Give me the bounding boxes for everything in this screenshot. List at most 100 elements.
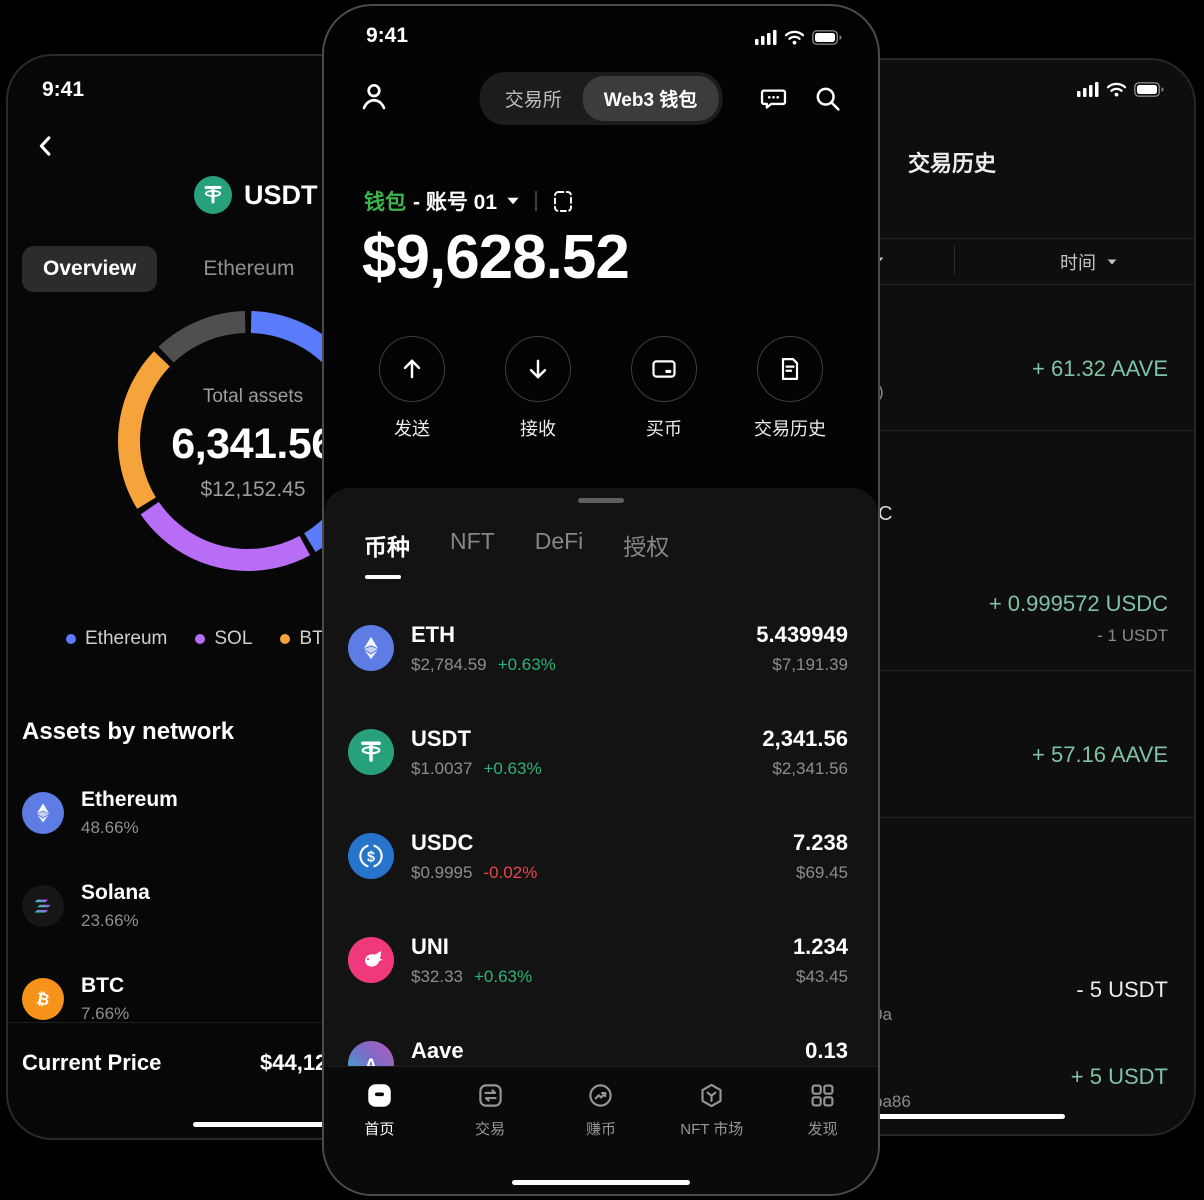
- arrow-up-icon: [379, 336, 445, 402]
- tx-amount[interactable]: + 0.999572 USDC: [988, 591, 1168, 616]
- nav-home[interactable]: 首页: [347, 1082, 411, 1139]
- total-assets-fiat: $12,152.45: [200, 478, 306, 501]
- home-indicator[interactable]: [193, 1122, 379, 1127]
- wallet-account-selector[interactable]: 钱包 - 账号 01: [364, 186, 575, 216]
- token-change: +0.63%: [497, 654, 556, 674]
- divider: [622, 670, 1194, 671]
- token-list: ETH $2,784.59 +0.63% 5.439949 $7,191.39 US…: [324, 596, 878, 1116]
- network-row-btc[interactable]: ₿ BTC 7.66%: [8, 952, 564, 1045]
- total-assets-value: 6,341.56: [171, 420, 335, 468]
- token-row-usdt[interactable]: USDT $1.0037 +0.63% 2,341.56 $2,341.56: [324, 700, 878, 804]
- network-pct: 7.66%: [81, 1003, 130, 1023]
- token-price: $1.0037: [411, 758, 473, 778]
- network-row-ethereum[interactable]: Ethereum 48.66%: [8, 766, 564, 859]
- tab-ethereum[interactable]: Ethereum: [203, 257, 295, 280]
- btc-icon: ₿: [22, 977, 64, 1020]
- tab-coins[interactable]: 币种: [364, 528, 410, 579]
- discover-icon: [811, 1084, 834, 1107]
- status-icons: [755, 30, 842, 45]
- status-time: 9:41: [42, 78, 85, 101]
- chevron-down-icon: [507, 197, 519, 205]
- token-amount: 1.234: [792, 933, 848, 959]
- legend-dot-blue: [66, 634, 76, 644]
- network-name: BTC: [81, 973, 125, 997]
- token-row-eth[interactable]: ETH $2,784.59 +0.63% 5.439949 $7,191.39: [324, 596, 878, 700]
- token-change: +0.63%: [474, 966, 533, 986]
- token-amount: 7.238: [792, 829, 848, 855]
- usdt-icon: [348, 729, 394, 775]
- divider: [622, 817, 1194, 818]
- time-filter-button[interactable]: 时间: [1060, 249, 1119, 275]
- divider: [622, 430, 1194, 431]
- tx-label-fragment: ): [878, 382, 884, 401]
- page-title: 交易历史: [908, 151, 997, 176]
- asset-sheet: 币种 NFT DeFi 授权 ETH $2,784.59 +0.63% 5.439…: [324, 488, 878, 1194]
- wallet-label: 钱包: [364, 191, 406, 214]
- network-row-solana[interactable]: Solana 23.66%: [8, 859, 564, 952]
- tab-defi[interactable]: DeFi: [534, 528, 584, 554]
- back-icon[interactable]: [32, 132, 60, 160]
- coin-name: USDT: [244, 179, 318, 210]
- account-label: - 账号 01: [413, 191, 498, 214]
- divider: [535, 191, 538, 211]
- tab-overview[interactable]: Overview: [22, 246, 158, 292]
- current-price-label: Current Price: [22, 1050, 162, 1075]
- nav-earn[interactable]: 赚币: [569, 1082, 633, 1139]
- nav-discover[interactable]: 发现: [791, 1082, 855, 1139]
- legend-item-ethereum: Ethereum: [66, 628, 167, 650]
- token-price: $2,784.59: [411, 654, 487, 674]
- nft-icon: [701, 1083, 722, 1108]
- arrow-down-icon: [505, 336, 571, 402]
- tx-amount[interactable]: - 5 USDT: [1076, 977, 1168, 1002]
- wifi-icon: [784, 30, 805, 45]
- divider: [622, 238, 1194, 239]
- tab-approvals[interactable]: 授权: [623, 534, 670, 560]
- tx-amount[interactable]: + 61.32 AAVE: [1032, 356, 1168, 381]
- nav-nft-market[interactable]: NFT 市场: [680, 1082, 744, 1139]
- svg-text:₿: ₿: [35, 988, 51, 1009]
- tx-address-fragment: ba86: [873, 1092, 911, 1111]
- home-indicator[interactable]: [875, 1114, 1065, 1119]
- token-change: -0.02%: [483, 862, 538, 882]
- scan-icon[interactable]: [552, 189, 575, 214]
- search-icon[interactable]: [813, 84, 842, 113]
- drag-handle[interactable]: [578, 498, 624, 503]
- svg-text:$: $: [367, 849, 375, 865]
- tx-sub-amount: - 1 USDT: [1097, 626, 1168, 645]
- wifi-icon: [1106, 82, 1127, 97]
- status-time: 9:41: [366, 24, 409, 47]
- overview-tabs: Overview Ethereum O: [22, 246, 357, 292]
- signal-icon: [1077, 82, 1099, 97]
- history-button[interactable]: 交易历史: [738, 336, 842, 441]
- total-balance: $9,628.52: [362, 223, 630, 292]
- profile-icon[interactable]: [358, 80, 390, 112]
- buy-crypto-button[interactable]: 买币: [612, 336, 716, 441]
- tab-nft[interactable]: NFT: [450, 528, 495, 554]
- current-price-value: $44,12: [260, 1050, 328, 1075]
- home-indicator[interactable]: [512, 1180, 690, 1185]
- legend-item-sol: SOL: [195, 628, 252, 650]
- segment-exchange[interactable]: 交易所: [504, 90, 562, 111]
- tx-amount[interactable]: + 5 USDT: [1070, 1064, 1168, 1089]
- nav-trade[interactable]: 交易: [458, 1082, 522, 1139]
- token-row-uni[interactable]: UNI $32.33 +0.63% 1.234 $43.45: [324, 908, 878, 1012]
- usdc-icon: $: [348, 833, 394, 879]
- card-icon: [631, 336, 697, 402]
- section-title: Assets by network: [22, 718, 235, 745]
- token-amount: 0.13: [805, 1037, 848, 1063]
- chat-icon[interactable]: [759, 84, 788, 113]
- document-icon: [757, 336, 823, 402]
- tx-amount[interactable]: + 57.16 AAVE: [1032, 742, 1168, 767]
- signal-icon: [755, 30, 777, 45]
- receive-button[interactable]: 接收: [486, 336, 590, 441]
- segment-web3-wallet[interactable]: Web3 钱包: [582, 76, 719, 121]
- earn-icon: [589, 1084, 613, 1107]
- send-button[interactable]: 发送: [360, 336, 464, 441]
- bottom-nav: 首页 交易 赚币 NFT 市场 发现: [324, 1066, 878, 1194]
- chevron-down-icon: [1107, 259, 1117, 265]
- token-row-usdc[interactable]: $ USDC $0.9995 -0.02% 7.238 $69.45: [324, 804, 878, 908]
- divider: [622, 284, 1194, 285]
- battery-icon: [812, 30, 842, 45]
- donut-center: Total assets 6,341.56 $12,152.45: [148, 386, 358, 502]
- usdt-icon: [194, 176, 232, 214]
